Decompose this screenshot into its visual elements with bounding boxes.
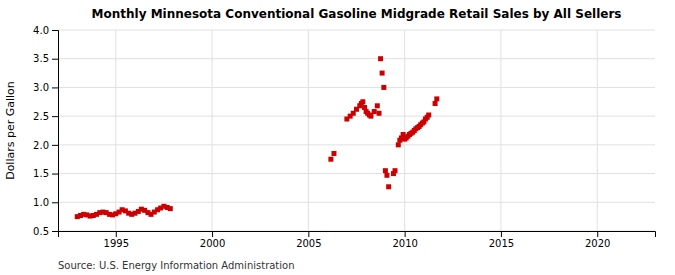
x-tick-label: 2010 xyxy=(392,238,417,249)
y-tick-label: 2.5 xyxy=(33,111,49,122)
point xyxy=(331,151,336,156)
point xyxy=(375,103,380,108)
y-axis: 0.5 1.0 1.5 2.0 2.5 3.0 3.5 4.0 xyxy=(33,25,58,237)
grid-line-y xyxy=(58,116,655,117)
y-tick-mark xyxy=(52,30,58,31)
y-tick: 2.0 xyxy=(33,140,58,151)
x-tick-mark xyxy=(405,231,406,237)
plot-area: 1995 2000 2005 2010 2015 2020 0.5 1.0 1.5 2.0 2.5 3… xyxy=(33,25,655,249)
point xyxy=(380,71,385,76)
y-tick: 1.5 xyxy=(33,168,58,179)
title: Monthly Minnesota Conventional Gasoline … xyxy=(92,7,622,21)
y-axis-title: Dollars per Gallon xyxy=(4,81,17,180)
grid xyxy=(58,30,655,231)
x-tick-label: 1995 xyxy=(104,238,129,249)
chart: 1995 2000 2005 2010 2015 2020 0.5 1.0 1.5 2.0 2.5 3… xyxy=(0,0,675,275)
y-tick-label: 3.0 xyxy=(33,82,49,93)
y-tick-mark xyxy=(52,59,58,60)
point xyxy=(328,157,333,162)
point xyxy=(168,206,173,211)
x-tick-mark xyxy=(116,231,117,237)
source-note: Source: U.S. Energy Information Administ… xyxy=(58,260,295,271)
y-tick-label: 4.0 xyxy=(33,25,49,36)
x-tick: 2010 xyxy=(392,231,417,249)
y-tick-label: 1.5 xyxy=(33,168,49,179)
point xyxy=(426,112,431,117)
x-tick-mark xyxy=(212,231,213,237)
point xyxy=(384,173,389,178)
y-tick-mark xyxy=(52,116,58,117)
point xyxy=(434,96,439,101)
grid-line-x xyxy=(115,30,116,231)
y-tick: 0.5 xyxy=(33,226,58,237)
grid-line-x xyxy=(308,30,309,231)
y-tick: 3.5 xyxy=(33,53,58,64)
point xyxy=(378,56,383,61)
point xyxy=(383,168,388,173)
x-tick-label: 2015 xyxy=(489,238,514,249)
point xyxy=(396,142,401,147)
grid-line-y xyxy=(58,58,655,59)
y-tick-mark xyxy=(52,231,58,232)
y-tick-mark xyxy=(52,202,58,203)
x-axis-line xyxy=(59,232,656,238)
points xyxy=(75,56,440,219)
point xyxy=(433,101,438,106)
y-tick: 1.0 xyxy=(33,197,58,208)
grid-line-x xyxy=(597,30,598,231)
point xyxy=(372,109,377,114)
y-tick-mark xyxy=(52,87,58,88)
y-tick: 2.5 xyxy=(33,111,58,122)
x-tick-label: 2020 xyxy=(585,238,610,249)
point xyxy=(360,99,365,104)
point xyxy=(386,184,391,189)
y-tick: 4.0 xyxy=(33,25,58,36)
y-tick-mark xyxy=(52,145,58,146)
point xyxy=(368,114,373,119)
chart-container: 1995 2000 2005 2010 2015 2020 0.5 1.0 1.5 2.0 2.5 3… xyxy=(0,0,675,275)
y-tick-mark xyxy=(52,174,58,175)
x-tick: 2005 xyxy=(296,231,321,249)
x-tick-mark xyxy=(308,231,309,237)
point xyxy=(377,111,382,116)
grid-line-y xyxy=(58,144,655,145)
y-tick-label: 2.0 xyxy=(33,140,49,151)
y-tick-label: 0.5 xyxy=(33,226,49,237)
grid-line-y xyxy=(58,202,655,203)
y-tick-label: 3.5 xyxy=(33,53,49,64)
x-axis: 1995 2000 2005 2010 2015 2020 xyxy=(59,231,656,249)
x-tick-label: 2000 xyxy=(200,238,225,249)
y-tick: 3.0 xyxy=(33,82,58,93)
point xyxy=(381,85,386,90)
grid-line-y xyxy=(58,30,655,31)
x-tick-mark xyxy=(501,231,502,237)
grid-line-x xyxy=(404,30,405,231)
grid-line-x xyxy=(212,30,213,231)
grid-line-y xyxy=(58,173,655,174)
x-tick-mark xyxy=(597,231,598,237)
x-tick: 2020 xyxy=(585,231,610,249)
grid-line-x xyxy=(500,30,501,231)
y-tick-label: 1.0 xyxy=(33,197,49,208)
x-tick-label: 2005 xyxy=(296,238,321,249)
x-tick: 2015 xyxy=(489,231,514,249)
x-tick: 2000 xyxy=(200,231,225,249)
y-axis-line xyxy=(52,31,59,232)
point xyxy=(393,168,398,173)
x-tick: 1995 xyxy=(104,231,129,249)
grid-line-y xyxy=(58,87,655,88)
